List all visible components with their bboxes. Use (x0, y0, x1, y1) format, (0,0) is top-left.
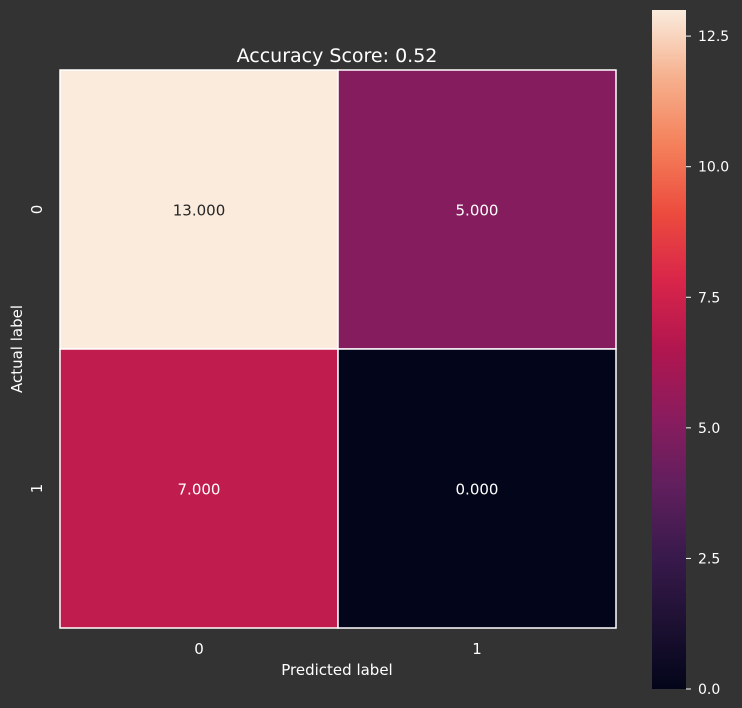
y-tick-label: 1 (28, 484, 46, 494)
x-axis-label: Predicted label (281, 661, 392, 679)
cell-value-label: 7.000 (178, 481, 221, 499)
colorbar: 0.0 2.5 5.0 7.5 10.0 12.5 (652, 10, 729, 698)
colorbar-tick-label: 12.5 (698, 29, 729, 45)
colorbar-tick-label: 10.0 (698, 160, 729, 176)
x-tick-label: 1 (472, 640, 482, 658)
x-tick-label: 0 (194, 640, 204, 658)
colorbar-tick-label: 0.0 (698, 682, 720, 698)
heatmap-cells (59, 69, 617, 629)
heatmap-cell-labels: 13.000 5.000 7.000 0.000 (173, 202, 499, 499)
y-axis-ticks: 01 (28, 205, 46, 494)
colorbar-gradient (652, 10, 686, 689)
colorbar-ticks: 0.0 2.5 5.0 7.5 10.0 12.5 (686, 29, 729, 698)
heatmap-cell-r0-c0 (59, 69, 339, 350)
y-tick-label: 0 (28, 205, 46, 215)
colorbar-tick-label: 2.5 (698, 551, 720, 567)
colorbar-tick-label: 7.5 (698, 290, 720, 306)
colorbar-tick-label: 5.0 (698, 421, 720, 437)
cell-value-label: 5.000 (456, 202, 499, 220)
y-axis-label: Actual label (8, 305, 26, 393)
heatmap-cell-r0-c1 (337, 69, 617, 350)
chart-title: Accuracy Score: 0.52 (237, 45, 438, 67)
heatmap-cell-r1-c0 (59, 348, 339, 629)
heatmap-cell-r1-c1 (337, 348, 617, 629)
cell-value-label: 0.000 (456, 481, 499, 499)
cell-value-label: 13.000 (173, 202, 226, 220)
